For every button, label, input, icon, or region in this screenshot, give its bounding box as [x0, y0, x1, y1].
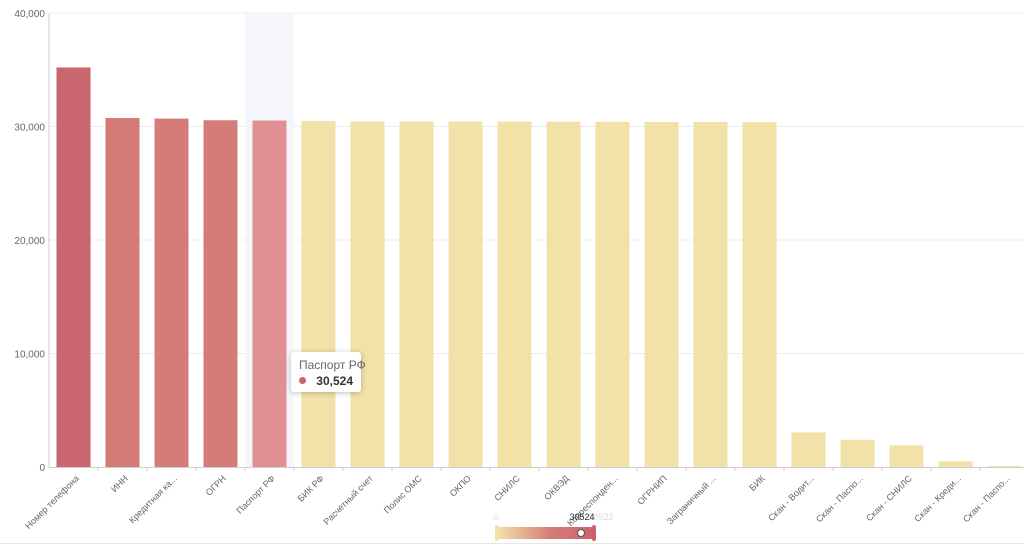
x-tick-label: СНИЛС — [492, 473, 522, 503]
x-tick-label: ОГРНИП — [635, 473, 668, 506]
tooltip-value: 30,524 — [316, 374, 353, 388]
x-tick-label: ОКВЭД — [542, 473, 571, 502]
bar — [693, 121, 728, 468]
x-tick-label: Полис ОМС — [382, 473, 424, 515]
bar — [987, 466, 1022, 467]
bar — [154, 118, 189, 468]
tooltip-title: Паспорт РФ — [299, 358, 366, 372]
bar — [252, 120, 287, 467]
bars — [56, 67, 1022, 468]
x-tick-label: Скан - Паспо... — [961, 473, 1012, 524]
x-tick-label: Скан - СНИЛС — [864, 473, 914, 523]
bar — [350, 121, 385, 468]
bar — [791, 432, 826, 467]
bar — [546, 121, 581, 467]
x-tick-label: Расчетный счет — [322, 473, 375, 526]
grid-lines — [49, 12, 1024, 354]
tooltip: Паспорт РФ 30,524 — [291, 352, 366, 392]
x-tick-label: Кредитная ка... — [127, 473, 179, 525]
vm-bar — [497, 527, 595, 539]
x-tick-label: Номер телефона — [23, 473, 81, 531]
x-tick-label: Скан - Паспо... — [814, 473, 865, 524]
vm-handle-low — [495, 525, 499, 541]
bar — [56, 67, 91, 467]
x-tick-label: БИК РФ — [296, 473, 326, 503]
bar — [938, 461, 973, 467]
x-tick-label: Паспорт РФ — [234, 473, 277, 516]
vm-min-label: 0 — [493, 512, 498, 522]
bottom-rule — [0, 543, 1024, 544]
bar — [644, 121, 679, 468]
bar — [399, 121, 434, 467]
bar — [595, 121, 630, 467]
bar — [301, 121, 336, 467]
y-tick-label: 0 — [39, 463, 45, 474]
vm-indicator-icon — [577, 529, 585, 537]
bar — [840, 439, 875, 467]
x-tick-label: ОГРН — [204, 473, 228, 497]
axes — [48, 13, 1024, 471]
x-tick-label: Скан - Креди... — [912, 473, 963, 524]
vm-handle-high — [592, 525, 596, 541]
vm-value-label: 30524 — [569, 512, 594, 522]
y-tick-label: 30,000 — [14, 123, 45, 134]
x-tick-label: ОКПО — [448, 473, 473, 498]
bar — [889, 445, 924, 467]
y-tick-label: 10,000 — [14, 350, 45, 361]
bar — [203, 120, 238, 467]
y-tick-label: 20,000 — [14, 236, 45, 247]
x-tick-label: ИНН — [109, 473, 130, 494]
bar — [497, 121, 532, 467]
vm-max-label: 30522 — [588, 512, 613, 522]
bar — [448, 121, 483, 468]
x-tick-label: БИК — [747, 473, 767, 493]
tooltip-marker-icon — [299, 377, 306, 384]
x-tick-label: Заграничный ... — [665, 473, 718, 526]
y-tick-label: 40,000 — [14, 9, 45, 20]
x-tick-label: Скан - Водит... — [766, 473, 816, 523]
bar — [742, 122, 777, 468]
bar — [105, 117, 140, 468]
